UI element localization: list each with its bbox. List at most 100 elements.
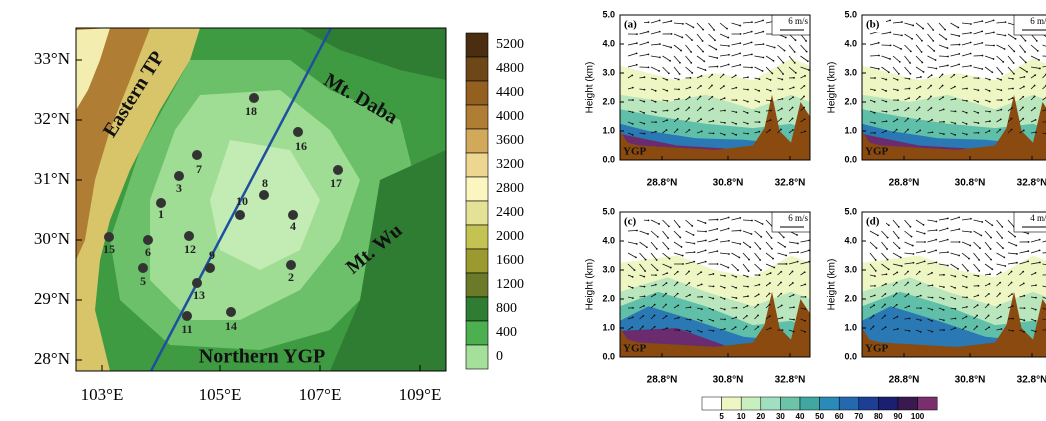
wind-head: [658, 30, 661, 33]
wind-head: [692, 234, 695, 236]
wind-head: [954, 297, 957, 300]
wind-head: [907, 128, 909, 131]
y-tick-label: 3.0: [844, 264, 857, 274]
wind-head: [804, 308, 807, 311]
wind-head: [987, 292, 990, 295]
lat-label: 29°N: [34, 289, 70, 308]
wind-head: [965, 306, 968, 308]
wind-vector: [973, 30, 983, 35]
x-tick-label: 28.8°N: [889, 178, 920, 189]
wind-head: [665, 315, 668, 317]
wind-head: [988, 129, 991, 132]
wind-vector: [696, 240, 706, 243]
wind-head: [688, 270, 690, 273]
wind-head: [918, 117, 921, 120]
wind-head: [896, 108, 899, 111]
wind-head: [750, 30, 753, 33]
wind-head: [780, 292, 783, 295]
x-tick-label: 28.8°N: [647, 375, 678, 386]
wind-vector: [1030, 250, 1040, 254]
wind-head: [873, 275, 876, 278]
wind-vector: [685, 33, 693, 41]
wind-vector: [938, 218, 948, 221]
wind-head: [921, 39, 923, 42]
wind-vector: [984, 32, 994, 35]
wind-head: [808, 69, 810, 71]
wind-reference: 4 m/s: [1030, 213, 1046, 223]
y-tick-label: 5.0: [602, 9, 615, 19]
station-label: 9: [209, 248, 215, 262]
x-tick-label: 30.8°N: [955, 375, 986, 386]
wind-head: [735, 297, 738, 299]
wind-vector: [892, 66, 900, 75]
wind-head: [896, 89, 899, 92]
colorbar-label: 1600: [496, 253, 524, 268]
wind-vector: [869, 55, 880, 57]
wind-vector: [788, 66, 797, 74]
wind-head: [954, 287, 957, 289]
colorbar-label: 2800: [496, 181, 524, 196]
wind-head: [724, 274, 726, 277]
wind-head: [749, 246, 752, 249]
wind-head: [642, 325, 644, 328]
wind-vector: [742, 21, 752, 24]
wind-vector: [938, 55, 949, 57]
wind-head: [647, 233, 649, 235]
station-label: 16: [295, 139, 307, 153]
cross-section-panel: 6 m/s (a) YGP 5.0 4.0 3.0 2.0 1.0 0.0 Height (km)…: [585, 9, 811, 189]
wind-vector: [869, 42, 879, 46]
wind-head: [967, 269, 969, 272]
wind-head: [689, 86, 692, 89]
wind-vector: [984, 241, 991, 250]
wind-head: [989, 120, 991, 123]
wind-head: [693, 242, 696, 245]
station-label: 3: [176, 181, 182, 195]
colorbar-label: 4800: [496, 61, 524, 76]
wind-vector: [961, 241, 971, 246]
wind-head: [942, 108, 945, 111]
wind-vector: [938, 228, 948, 232]
wind-head: [633, 269, 636, 272]
wind-head: [935, 220, 938, 223]
wind-head: [722, 73, 725, 76]
x-tick-label: 28.8°N: [889, 375, 920, 386]
y-tick-label: 5.0: [602, 206, 615, 216]
y-tick-label: 1.0: [602, 322, 615, 332]
lat-label: 28°N: [34, 349, 70, 368]
wind-head: [783, 49, 786, 52]
wind-vector: [800, 66, 810, 71]
wind-head: [677, 78, 680, 81]
wind-vector: [765, 66, 773, 74]
wind-head: [747, 285, 749, 288]
wind-vector: [973, 20, 983, 24]
wind-vector: [961, 32, 971, 35]
wind-head: [670, 33, 673, 35]
wind-head: [884, 314, 887, 317]
wind-vector: [927, 219, 937, 222]
colorbar-label: 30: [776, 412, 785, 421]
wind-head: [908, 77, 911, 80]
wind-head: [750, 41, 753, 44]
wind-head: [713, 29, 716, 31]
wind-head: [919, 282, 922, 285]
wind-head: [1015, 244, 1018, 247]
wind-head: [1012, 62, 1015, 64]
wind-head: [900, 34, 903, 37]
wind-head: [895, 281, 898, 284]
wind-head: [923, 260, 926, 263]
wind-vector: [650, 230, 659, 238]
wind-vector: [904, 241, 913, 246]
wind-head: [958, 241, 961, 243]
wind-vector: [627, 64, 637, 68]
wind-head: [728, 45, 730, 47]
wind-vector: [719, 263, 729, 268]
wind-head: [780, 270, 783, 273]
wind-vector: [731, 217, 741, 221]
lat-label: 30°N: [34, 229, 70, 248]
wind-head: [889, 44, 892, 47]
station-label: 4: [290, 219, 296, 233]
wind-head: [922, 27, 924, 30]
wind-head: [1034, 320, 1037, 322]
wind-head: [968, 257, 970, 260]
wind-vector: [685, 251, 695, 254]
